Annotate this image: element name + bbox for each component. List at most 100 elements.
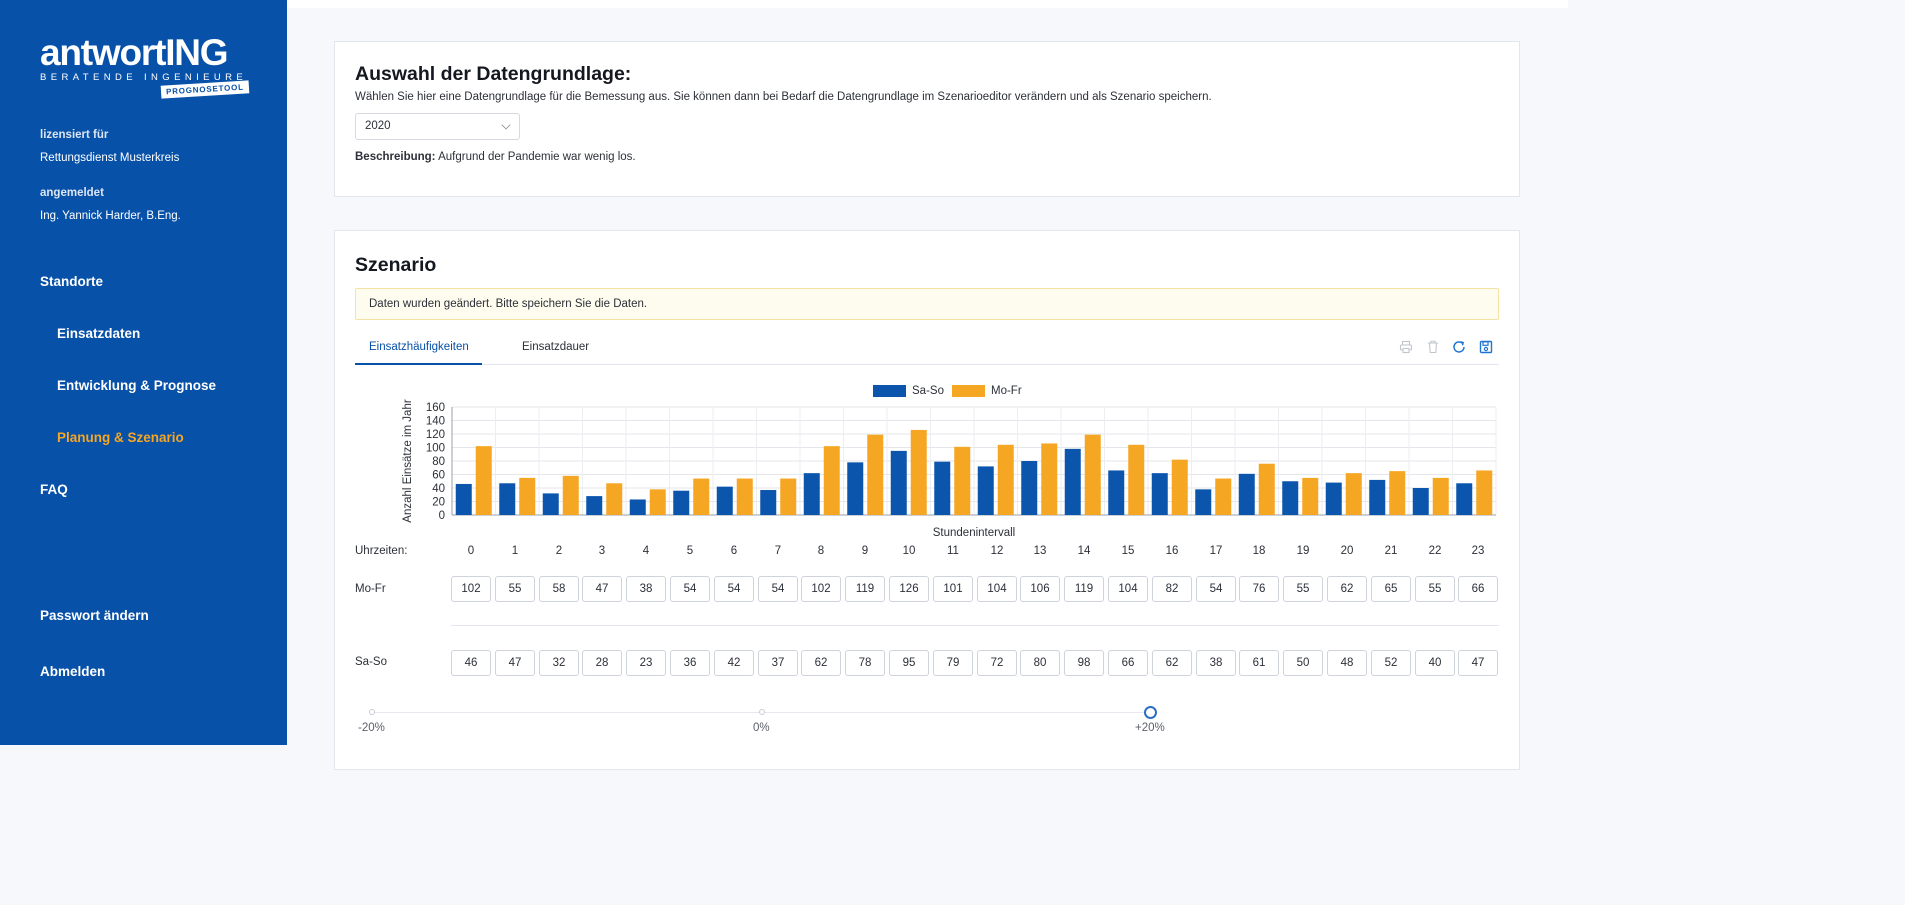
saso-input-15[interactable]: 66 xyxy=(1108,650,1148,676)
mofr-input-0[interactable]: 102 xyxy=(451,576,491,602)
y-tick-label: 100 xyxy=(426,443,445,455)
mofr-input-11[interactable]: 101 xyxy=(933,576,973,602)
hour-label-7: 7 xyxy=(774,545,782,557)
hour-label-12: 12 xyxy=(990,545,1004,557)
bar-mo-fr-19 xyxy=(1302,477,1319,515)
mofr-input-17[interactable]: 54 xyxy=(1196,576,1236,602)
saso-input-17[interactable]: 38 xyxy=(1196,650,1236,676)
mofr-input-6[interactable]: 54 xyxy=(714,576,754,602)
mofr-input-5[interactable]: 54 xyxy=(670,576,710,602)
bar-mo-fr-0 xyxy=(475,446,492,515)
saso-input-0[interactable]: 46 xyxy=(451,650,491,676)
saso-input-10[interactable]: 95 xyxy=(889,650,929,676)
saso-input-4[interactable]: 23 xyxy=(626,650,666,676)
saso-input-23[interactable]: 47 xyxy=(1458,650,1498,676)
bar-sa-so-11 xyxy=(934,461,951,515)
nav-passwort-aendern[interactable]: Passwort ändern xyxy=(40,608,149,623)
mofr-input-3[interactable]: 47 xyxy=(582,576,622,602)
mofr-input-23[interactable]: 66 xyxy=(1458,576,1498,602)
legend-label-mo-fr: Mo-Fr xyxy=(991,385,1022,397)
y-tick-label: 80 xyxy=(432,456,445,468)
slider-tick-mid xyxy=(759,709,765,715)
saso-input-13[interactable]: 80 xyxy=(1020,650,1060,676)
szenario-title: Szenario xyxy=(355,254,437,276)
hour-label-18: 18 xyxy=(1252,545,1266,557)
bar-mo-fr-21 xyxy=(1389,471,1406,515)
y-tick-label: 20 xyxy=(432,497,445,509)
tab-einsatzdauer[interactable]: Einsatzdauer xyxy=(522,341,590,353)
saso-input-2[interactable]: 32 xyxy=(539,650,579,676)
beschreibung-label: Beschreibung: xyxy=(355,151,436,163)
mofr-input-10[interactable]: 126 xyxy=(889,576,929,602)
nav-planung-szenario[interactable]: Planung & Szenario xyxy=(57,430,184,445)
mofr-row-label: Mo-Fr xyxy=(355,583,386,595)
hour-label-16: 16 xyxy=(1165,545,1179,557)
saso-input-5[interactable]: 36 xyxy=(670,650,710,676)
percent-slider-handle[interactable] xyxy=(1144,706,1157,719)
saso-input-3[interactable]: 28 xyxy=(582,650,622,676)
nav-faq[interactable]: FAQ xyxy=(40,482,68,497)
mofr-input-18[interactable]: 76 xyxy=(1239,576,1279,602)
active-tab-indicator xyxy=(355,363,482,365)
saso-input-11[interactable]: 79 xyxy=(933,650,973,676)
logged-in-user: Ing. Yannick Harder, B.Eng. xyxy=(40,210,181,222)
bar-sa-so-9 xyxy=(847,462,864,515)
mofr-input-8[interactable]: 102 xyxy=(801,576,841,602)
tab-einsatzhaeufigkeiten[interactable]: Einsatzhäufigkeiten xyxy=(369,341,469,353)
mofr-input-13[interactable]: 106 xyxy=(1020,576,1060,602)
mofr-input-21[interactable]: 65 xyxy=(1371,576,1411,602)
mofr-input-1[interactable]: 55 xyxy=(495,576,535,602)
saso-input-7[interactable]: 37 xyxy=(758,650,798,676)
bar-mo-fr-22 xyxy=(1432,477,1449,515)
mofr-input-4[interactable]: 38 xyxy=(626,576,666,602)
mofr-input-7[interactable]: 54 xyxy=(758,576,798,602)
saso-input-18[interactable]: 61 xyxy=(1239,650,1279,676)
saso-input-19[interactable]: 50 xyxy=(1283,650,1323,676)
saso-input-21[interactable]: 52 xyxy=(1371,650,1411,676)
bar-sa-so-0 xyxy=(455,483,472,515)
select-value: 2020 xyxy=(365,120,391,132)
mofr-input-12[interactable]: 104 xyxy=(977,576,1017,602)
saso-input-22[interactable]: 40 xyxy=(1415,650,1455,676)
refresh-icon[interactable] xyxy=(1452,340,1466,354)
mofr-input-22[interactable]: 55 xyxy=(1415,576,1455,602)
mofr-input-16[interactable]: 82 xyxy=(1152,576,1192,602)
bar-sa-so-18 xyxy=(1238,473,1255,515)
saso-input-20[interactable]: 48 xyxy=(1327,650,1367,676)
nav-einsatzdaten[interactable]: Einsatzdaten xyxy=(57,326,141,341)
save-icon[interactable] xyxy=(1479,340,1493,354)
trash-icon[interactable] xyxy=(1426,340,1440,354)
print-icon[interactable] xyxy=(1399,340,1413,354)
datengrundlage-select[interactable]: 2020 xyxy=(355,113,520,140)
mofr-input-15[interactable]: 104 xyxy=(1108,576,1148,602)
nav-entwicklung-prognose[interactable]: Entwicklung & Prognose xyxy=(57,378,217,393)
legend-swatch-sa-so xyxy=(873,385,906,397)
mofr-input-2[interactable]: 58 xyxy=(539,576,579,602)
bar-mo-fr-15 xyxy=(1128,444,1145,515)
bar-sa-so-6 xyxy=(716,486,733,515)
hour-label-23: 23 xyxy=(1471,545,1485,557)
mofr-input-20[interactable]: 62 xyxy=(1327,576,1367,602)
saso-input-16[interactable]: 62 xyxy=(1152,650,1192,676)
hour-label-13: 13 xyxy=(1033,545,1047,557)
nav-abmelden[interactable]: Abmelden xyxy=(40,664,106,679)
y-tick-label: 140 xyxy=(426,416,445,428)
saso-input-8[interactable]: 62 xyxy=(801,650,841,676)
beschreibung-value: Aufgrund der Pandemie war wenig los. xyxy=(438,151,636,163)
saso-input-6[interactable]: 42 xyxy=(714,650,754,676)
nav-standorte[interactable]: Standorte xyxy=(40,274,104,289)
bar-sa-so-1 xyxy=(499,483,516,515)
bar-mo-fr-14 xyxy=(1084,434,1101,515)
mofr-input-9[interactable]: 119 xyxy=(845,576,885,602)
legend-mo-fr[interactable]: Mo-Fr xyxy=(952,385,1022,397)
saso-input-12[interactable]: 72 xyxy=(977,650,1017,676)
hour-label-2: 2 xyxy=(555,545,563,557)
saso-input-14[interactable]: 98 xyxy=(1064,650,1104,676)
saso-input-9[interactable]: 78 xyxy=(845,650,885,676)
company-logo[interactable]: antwortING BERATENDE INGENIEURE PROGNOSE… xyxy=(40,34,250,104)
hour-label-3: 3 xyxy=(598,545,606,557)
saso-input-1[interactable]: 47 xyxy=(495,650,535,676)
legend-sa-so[interactable]: Sa-So xyxy=(873,385,944,397)
mofr-input-19[interactable]: 55 xyxy=(1283,576,1323,602)
mofr-input-14[interactable]: 119 xyxy=(1064,576,1104,602)
